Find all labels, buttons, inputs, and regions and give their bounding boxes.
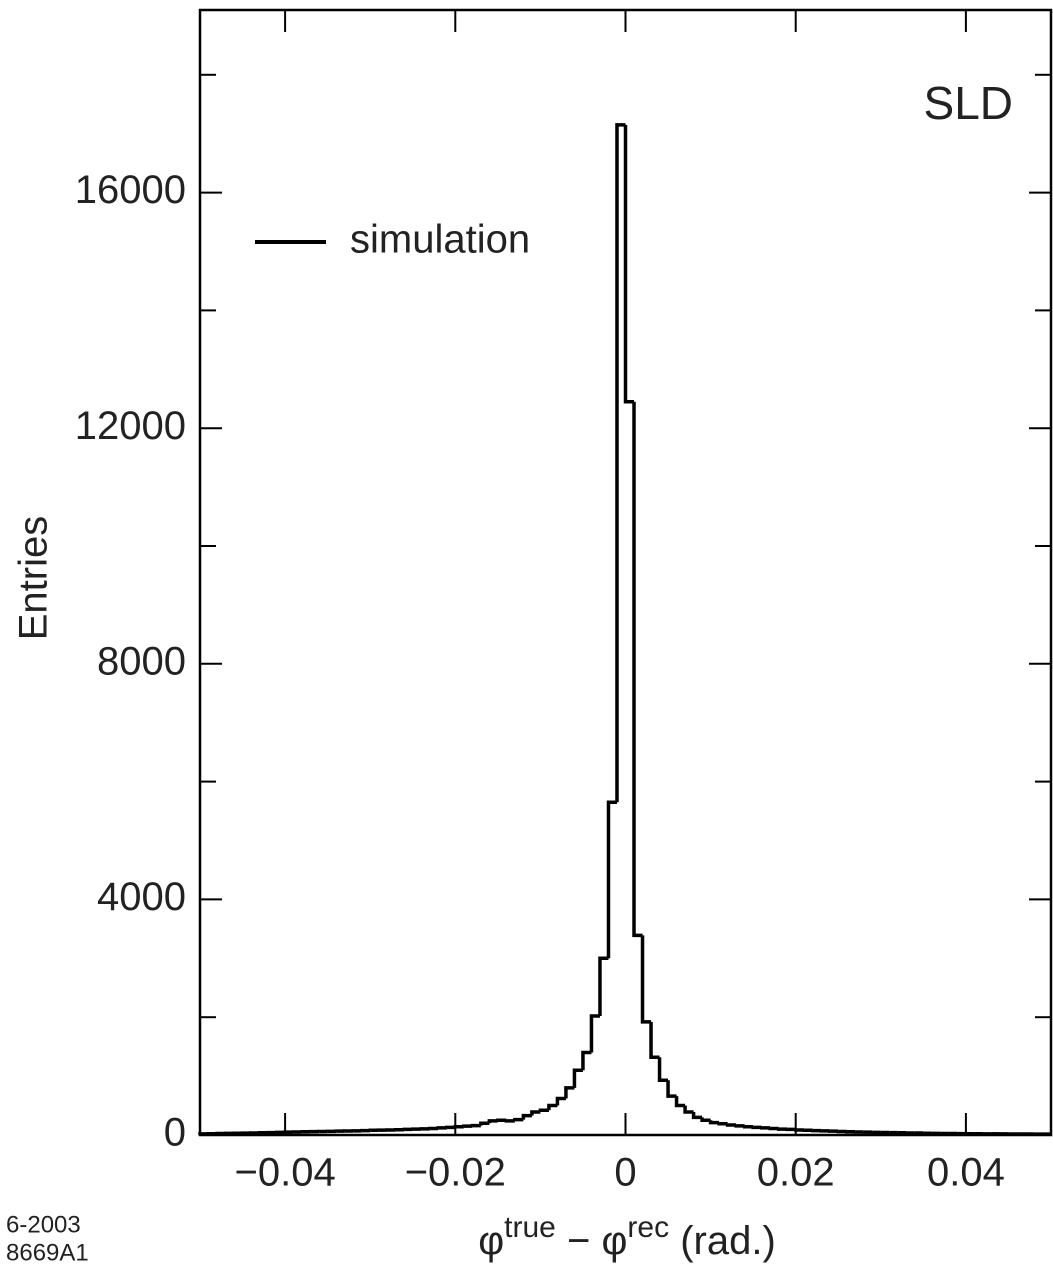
histogram-bin <box>734 1124 745 1128</box>
x-label-part: (rad.) <box>669 1219 776 1263</box>
histogram-bin <box>632 401 643 938</box>
histogram-bin <box>589 1014 600 1053</box>
histogram-bin <box>198 1132 209 1136</box>
histogram-bin <box>581 1050 592 1071</box>
histogram-bin <box>470 1123 481 1128</box>
histogram-bin <box>742 1125 754 1129</box>
histogram-bin <box>640 935 652 1024</box>
histogram-bin <box>572 1068 583 1088</box>
footnote: 6-2003 <box>6 1211 81 1238</box>
x-tick-label: −0.04 <box>234 1151 335 1195</box>
histogram-bin <box>453 1125 464 1129</box>
histogram-bin <box>547 1103 558 1111</box>
y-tick-label: 12000 <box>75 404 186 448</box>
x-tick-label: 0.04 <box>927 1151 1005 1195</box>
x-tick-label: −0.02 <box>405 1151 506 1195</box>
histogram-bin <box>530 1110 541 1116</box>
histogram-bin <box>462 1124 473 1128</box>
histogram-bin <box>759 1126 771 1130</box>
annotation: SLD <box>924 77 1013 129</box>
x-tick-label: 0 <box>614 1151 636 1195</box>
histogram-bin <box>691 1112 703 1120</box>
histogram-bin <box>793 1128 805 1132</box>
y-tick-label: 8000 <box>97 639 186 683</box>
histogram-bin <box>666 1080 677 1098</box>
histogram-bin <box>776 1127 788 1131</box>
histogram-bin <box>700 1117 711 1123</box>
histogram-bin <box>657 1057 669 1082</box>
histogram-bin <box>768 1126 779 1131</box>
x-label-sup: rec <box>627 1211 669 1244</box>
histogram-bin <box>521 1113 532 1120</box>
histogram-bin <box>538 1108 549 1113</box>
histogram-bin <box>496 1118 507 1123</box>
x-label-sup: true <box>504 1211 556 1244</box>
histogram-bin <box>445 1125 456 1130</box>
histogram-bin <box>708 1120 720 1125</box>
histogram-bin <box>606 800 617 959</box>
y-tick-label: 4000 <box>97 875 186 919</box>
histogram-bin <box>649 1021 660 1059</box>
x-tick-label: 0.02 <box>757 1151 835 1195</box>
histogram-bin <box>674 1096 686 1108</box>
y-tick-label: 16000 <box>75 168 186 212</box>
histogram-bin <box>751 1125 762 1130</box>
histogram-bin <box>513 1117 524 1122</box>
histogram-bin <box>479 1121 490 1126</box>
x-axis-label: φtrue − φrec (rad.) <box>478 1211 776 1263</box>
legend-label: simulation <box>350 218 530 262</box>
histogram-bin <box>623 124 635 404</box>
histogram-bin <box>504 1119 515 1123</box>
footnote: 8669A1 <box>6 1239 89 1266</box>
histogram-bin <box>598 956 609 1017</box>
histogram-bin <box>683 1105 694 1114</box>
x-label-part: − φ <box>556 1219 628 1263</box>
histogram-bin <box>615 123 626 803</box>
y-axis-label: Entries <box>12 516 56 641</box>
y-tick-label: 0 <box>164 1111 186 1155</box>
histogram-bin <box>555 1096 566 1106</box>
histogram-bin <box>717 1122 728 1126</box>
histogram-bin <box>487 1119 498 1124</box>
x-label-part: φ <box>478 1219 504 1263</box>
histogram-bin <box>725 1123 737 1127</box>
histogram-bin <box>436 1126 447 1130</box>
histogram-bin <box>564 1086 575 1099</box>
